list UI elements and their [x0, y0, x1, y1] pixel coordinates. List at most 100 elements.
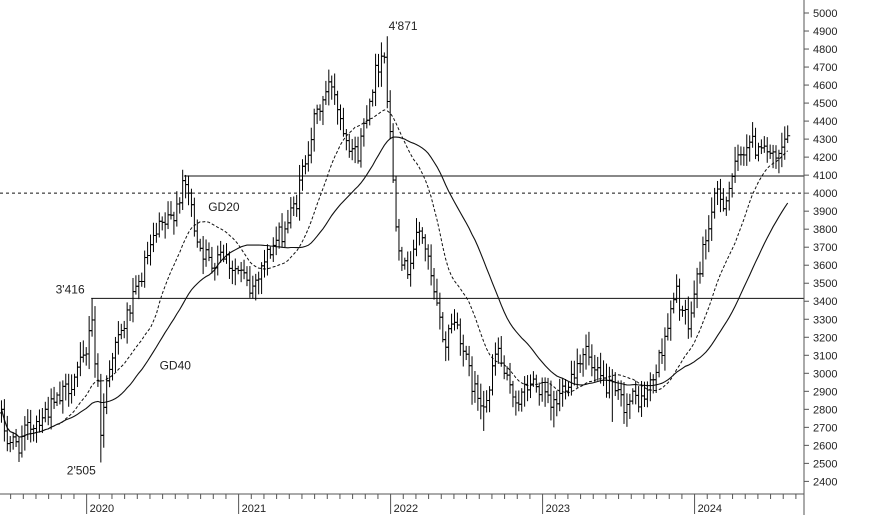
y-tick-label: 2800 — [813, 404, 837, 416]
y-tick-label: 3900 — [813, 206, 837, 218]
series-gd20-line — [1, 109, 789, 438]
price-bar — [83, 347, 89, 366]
y-tick-label: 3300 — [813, 314, 837, 326]
price-bar — [270, 237, 276, 262]
price-bar — [732, 146, 738, 183]
price-bar — [685, 296, 691, 339]
price-bar — [677, 278, 683, 321]
price-bar — [653, 364, 659, 393]
y-tick-label: 4100 — [813, 170, 837, 182]
price-bar — [317, 104, 323, 121]
price-bar — [349, 138, 355, 161]
price-bar — [755, 142, 761, 162]
price-bar — [451, 309, 457, 331]
price-bar — [171, 211, 177, 235]
price-bar — [595, 356, 601, 381]
axes: 2400 2500 2600 2700 2800 2900 3000 3100 3200 3300… — [0, 0, 837, 515]
price-bar — [74, 361, 80, 388]
price-bar — [443, 331, 449, 362]
price-bar — [408, 251, 414, 287]
price-bar — [232, 258, 238, 286]
price-bar — [215, 245, 221, 276]
price-bar — [107, 360, 113, 388]
price-bar — [162, 212, 168, 239]
y-tick-label: 3000 — [813, 368, 837, 380]
price-bar — [244, 266, 250, 287]
price-bar — [516, 390, 522, 412]
price-bar — [209, 246, 215, 274]
y-tick-label: 2900 — [813, 386, 837, 398]
price-bar — [770, 144, 776, 169]
y-tick-label: 2700 — [813, 422, 837, 434]
price-bar — [390, 123, 396, 183]
price-bar — [624, 393, 630, 427]
price-bar — [267, 246, 273, 259]
price-bar — [206, 242, 212, 262]
price-bar — [434, 278, 440, 306]
price-bar — [767, 144, 773, 159]
price-bar — [156, 212, 162, 238]
price-bar — [98, 373, 104, 463]
price-bar — [583, 334, 589, 370]
price-bar — [335, 90, 341, 125]
price-bar — [378, 42, 384, 87]
price-bar — [308, 127, 314, 164]
price-bar — [449, 313, 455, 334]
x-tick-label: 2022 — [394, 503, 418, 515]
price-bar — [545, 377, 551, 404]
price-bar — [54, 392, 60, 407]
price-bar — [174, 191, 180, 227]
x-tick-label: 2024 — [698, 503, 722, 515]
y-tick-label: 2400 — [813, 476, 837, 488]
price-bar — [66, 373, 72, 407]
price-bar — [95, 353, 101, 387]
price-bar — [717, 178, 723, 213]
price-bar — [454, 312, 460, 330]
price-bar — [159, 216, 165, 231]
price-bar — [130, 277, 136, 323]
price-bar — [361, 118, 367, 147]
price-bar — [527, 374, 533, 399]
price-bar — [647, 372, 653, 402]
price-bar — [133, 275, 139, 295]
price-bar — [150, 222, 156, 253]
price-bar — [741, 146, 747, 166]
price-bar — [229, 260, 235, 285]
price-bar — [332, 73, 338, 105]
price-bar — [413, 218, 419, 257]
price-bar — [606, 366, 612, 399]
price-bar — [367, 98, 373, 126]
price-bar — [440, 312, 446, 343]
annotations: 4'871 3'416 2'505 GD20 GD40 — [56, 19, 418, 477]
price-bar — [428, 244, 434, 286]
price-bar — [466, 345, 472, 377]
price-bar — [761, 136, 767, 153]
price-bar — [457, 318, 463, 356]
price-bar — [148, 234, 154, 266]
price-bar — [691, 280, 697, 318]
price-bar — [294, 194, 300, 217]
price-bar — [399, 246, 405, 271]
price-bar — [338, 104, 344, 131]
price-bar — [121, 320, 127, 339]
price-bar — [183, 174, 189, 199]
price-bar — [446, 324, 452, 361]
price-bar — [475, 374, 481, 411]
moving-averages — [0, 109, 789, 438]
price-bar — [665, 313, 671, 341]
price-bar — [4, 415, 10, 452]
price-bar — [69, 374, 75, 404]
price-bar — [364, 105, 370, 129]
price-bar — [373, 53, 379, 107]
price-bar — [77, 342, 83, 377]
price-bar — [139, 272, 145, 287]
price-bar — [241, 259, 247, 280]
price-bar — [639, 380, 645, 417]
price-bar — [115, 321, 121, 355]
price-bar — [580, 348, 586, 377]
price-bar — [489, 354, 495, 396]
price-bar — [750, 122, 756, 148]
price-bar — [142, 250, 148, 288]
y-tick-label: 3800 — [813, 224, 837, 236]
